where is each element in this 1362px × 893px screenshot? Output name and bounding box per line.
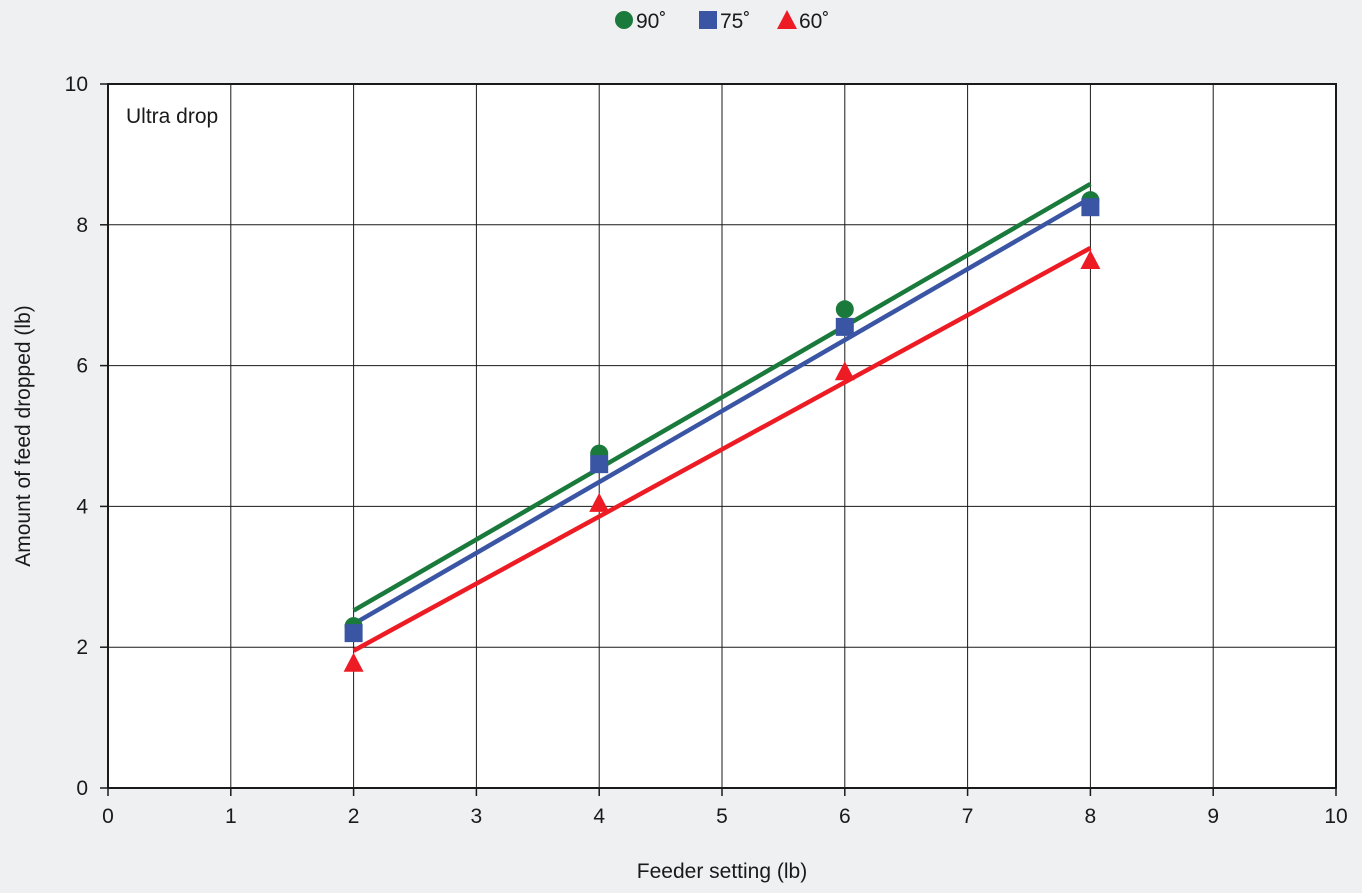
y-axis: 0 2 4 6 8 10: [65, 73, 108, 800]
trendlines: [352, 182, 1092, 653]
x-axis: 0 1 2 3 4 5 6 7 8 9 10: [102, 788, 1348, 828]
y-axis-label: Amount of feed dropped (lb): [12, 305, 35, 567]
y-tick-label: 4: [76, 495, 88, 518]
y-tick-label: 2: [76, 636, 88, 659]
x-tick-label: 3: [471, 805, 483, 828]
x-tick-label: 6: [839, 805, 851, 828]
x-tick-label: 9: [1207, 805, 1219, 828]
y-tick-label: 10: [65, 73, 88, 96]
x-tick-label: 8: [1085, 805, 1097, 828]
data-point-1: [344, 624, 363, 643]
y-tick-label: 6: [76, 355, 88, 378]
data-point-2: [1080, 250, 1101, 269]
x-axis-label: Feeder setting (lb): [637, 860, 807, 883]
data-point-2: [343, 652, 364, 672]
legend-label-2: 60˚: [799, 10, 829, 33]
trendline-1: [352, 196, 1092, 626]
x-tick-label: 4: [593, 805, 605, 828]
x-tick-label: 0: [102, 805, 114, 828]
x-tick-label: 7: [962, 805, 974, 828]
trendline-2: [352, 246, 1092, 653]
y-tick-label: 8: [76, 214, 88, 237]
data-point-2: [834, 361, 855, 381]
trendline-0: [352, 182, 1092, 613]
data-point-1: [1081, 198, 1100, 217]
legend: 90˚ 75˚ 60˚: [615, 10, 829, 33]
x-tick-label: 5: [716, 805, 728, 828]
x-tick-label: 10: [1324, 805, 1347, 828]
data-point-1: [590, 455, 609, 474]
data-point-2: [589, 492, 610, 512]
data-point-0: [835, 300, 854, 319]
data-points: [343, 191, 1101, 672]
legend-label-0: 90˚: [636, 10, 666, 33]
legend-marker-1: [699, 11, 717, 29]
legend-marker-2: [777, 10, 797, 29]
chart-annotation: Ultra drop: [126, 105, 218, 128]
x-tick-label: 2: [348, 805, 360, 828]
legend-label-1: 75˚: [720, 10, 750, 33]
data-point-1: [835, 317, 854, 336]
x-tick-label: 1: [225, 805, 237, 828]
legend-marker-0: [615, 11, 633, 29]
y-tick-label: 0: [76, 777, 88, 800]
